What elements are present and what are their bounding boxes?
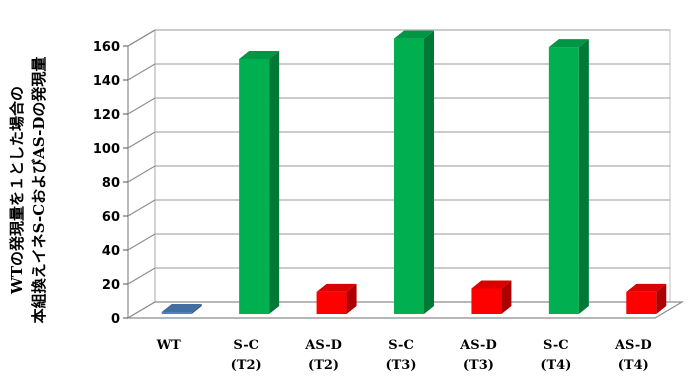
- bar-side: [578, 39, 589, 314]
- bar-front: [548, 47, 579, 314]
- y-tick-label: 140: [93, 74, 120, 89]
- gridline-wall: [127, 97, 156, 115]
- x-tick-label-sub: (T3): [463, 358, 494, 373]
- bar-side: [656, 283, 667, 314]
- gridline-wall: [127, 267, 156, 285]
- gridline-wall: [127, 165, 156, 183]
- bar-top: [239, 51, 280, 59]
- gridline-wall: [127, 199, 156, 217]
- x-tick-label-sub: (T2): [231, 358, 262, 373]
- bar: [548, 39, 589, 314]
- y-tick-label: 160: [93, 40, 120, 55]
- bar: [471, 280, 512, 314]
- y-tick-label: 20: [102, 278, 120, 293]
- gridline-wall: [127, 29, 156, 47]
- x-category-labels: WT S-C (T2) AS-D (T2) S-C (T3) AS-D (T3) S-C (T4) A…: [156, 338, 652, 373]
- y-tick-label: 100: [93, 142, 120, 157]
- x-tick-label: AS-D: [614, 338, 652, 353]
- x-tick-label: AS-D: [459, 338, 497, 353]
- bar: [239, 51, 280, 314]
- bar: [161, 304, 202, 314]
- gridline-wall: [127, 131, 156, 149]
- bar-front: [316, 291, 347, 314]
- bar-side: [191, 304, 202, 314]
- bar-top: [161, 304, 202, 312]
- bar-top: [626, 283, 667, 292]
- y-tick-label: 40: [102, 244, 120, 259]
- x-tick-label-sub: (T2): [308, 358, 339, 373]
- bar-side: [501, 280, 512, 314]
- y-axis-label: WTの発現量を１とした場合の 本組換えイネS-CおよびAS-Dの発現量: [8, 57, 48, 324]
- bar-top: [316, 283, 357, 292]
- gridline-wall: [127, 63, 156, 81]
- bar-top: [548, 39, 589, 48]
- bar-side: [269, 51, 280, 314]
- gridline-wall: [127, 233, 156, 251]
- bar-side: [424, 30, 434, 314]
- y-axis-label-line-1: WTの発現量を１とした場合の: [8, 86, 26, 295]
- bar-front: [161, 312, 192, 314]
- bar: [394, 30, 434, 314]
- x-tick-label-sub: (T4): [540, 358, 571, 373]
- bar-front: [471, 288, 502, 314]
- x-tick-label-sub: (T3): [385, 358, 416, 373]
- bar-side: [346, 283, 357, 314]
- x-tick-label: AS-D: [304, 338, 342, 353]
- x-tick-label-sub: (T4): [618, 358, 649, 373]
- y-tick-labels: 0 20 40 60 80 100 120 140 160: [93, 40, 128, 327]
- x-tick-label: S-C: [388, 338, 414, 353]
- y-tick-label: 80: [102, 176, 120, 191]
- y-tick-label: 120: [93, 108, 120, 123]
- bar-front: [239, 59, 270, 314]
- bar: [316, 283, 357, 314]
- x-tick-label: S-C: [543, 338, 569, 353]
- bar: [626, 283, 667, 314]
- y-tick-label: 0: [111, 312, 120, 327]
- bar-top: [394, 30, 434, 39]
- bar-top: [471, 280, 512, 289]
- bar-front: [394, 38, 424, 314]
- x-tick-label: S-C: [233, 338, 259, 353]
- bars: [161, 30, 667, 314]
- x-tick-label: WT: [156, 338, 182, 353]
- bar-front: [626, 291, 657, 314]
- y-tick-label: 60: [102, 210, 120, 225]
- y-axis-label-line-2: 本組換えイネS-CおよびAS-Dの発現量: [30, 57, 48, 324]
